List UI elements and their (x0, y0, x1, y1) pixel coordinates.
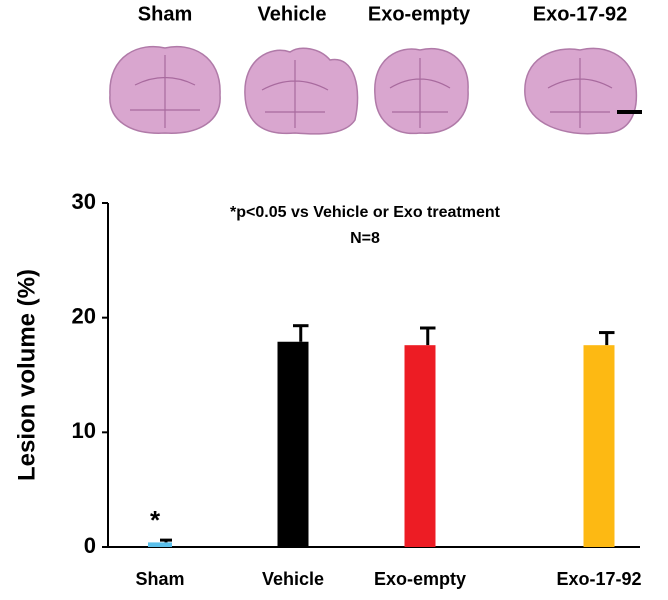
y-axis-label: Lesion volume (%) (13, 269, 40, 481)
image-label: Exo-17-92 (533, 3, 628, 25)
bar (148, 542, 172, 547)
annotation: N=8 (350, 230, 380, 247)
y-tick-label: 10 (72, 418, 96, 443)
bar (583, 345, 615, 547)
x-tick-label: Exo-empty (374, 569, 466, 589)
x-tick-label: Exo-17-92 (556, 569, 641, 589)
x-tick-label: Sham (135, 569, 184, 589)
annotation: *p<0.05 vs Vehicle or Exo treatment (230, 204, 501, 221)
bar (277, 341, 309, 547)
image-label: Exo-empty (368, 3, 471, 25)
brain-images (109, 45, 642, 135)
image-label: Sham (138, 3, 192, 25)
y-tick-label: 0 (84, 533, 96, 558)
significance-mark: * (150, 505, 161, 535)
x-tick-label: Vehicle (262, 569, 324, 589)
image-label: Vehicle (258, 3, 327, 25)
y-tick-label: 30 (72, 189, 96, 214)
y-tick-label: 20 (72, 303, 96, 328)
bar (404, 345, 436, 547)
